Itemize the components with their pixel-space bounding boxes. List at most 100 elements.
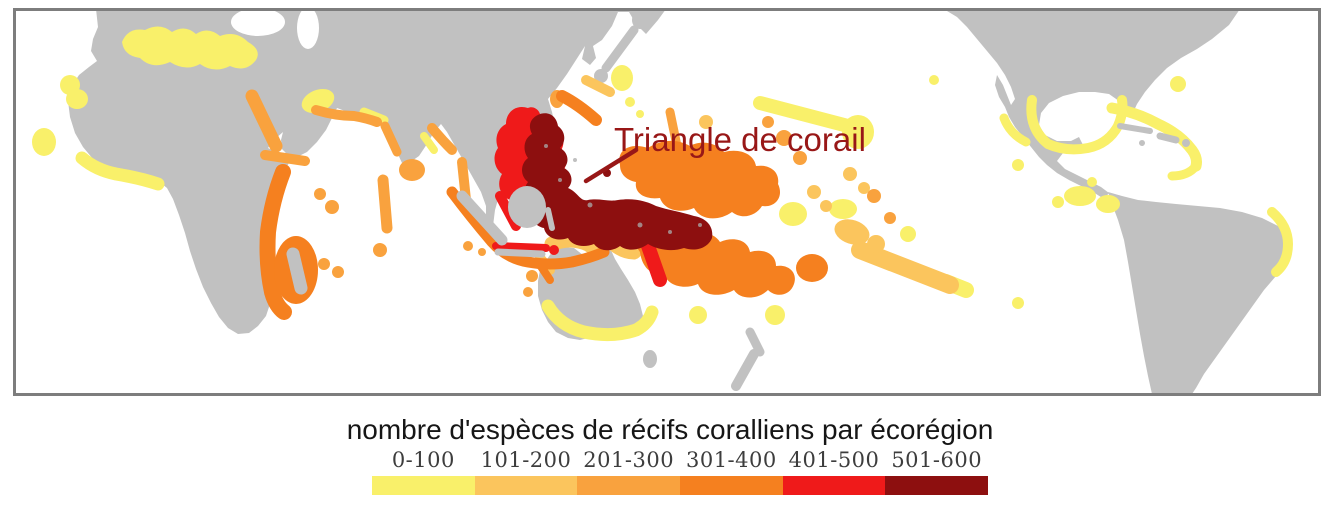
legend-bin-label: 501-600: [891, 448, 983, 472]
reef-kermadec: [765, 305, 785, 325]
land-south-america: [1108, 192, 1292, 393]
reef-pitcairn: [1012, 297, 1024, 309]
island-hispaniola: [1156, 132, 1180, 144]
reef-gulf-of-mexico: [1026, 95, 1128, 155]
land-tasmania: [643, 350, 657, 368]
reef-marshall-3: [762, 116, 774, 128]
legend-bin-labels: 0-100 101-200 201-300 301-400 401-500 50…: [372, 448, 988, 472]
reef-panama-pacific: [1064, 186, 1096, 206]
map-annotation: Triangle de corail: [583, 121, 866, 184]
reef-lord-howe: [689, 306, 707, 324]
reef-west-india: [380, 121, 402, 157]
reef-izu: [625, 97, 635, 107]
legend-swatch-501-600: [885, 476, 989, 495]
island-sumatra: [456, 190, 508, 246]
reef-shark-bay: [523, 287, 533, 297]
speckle: [544, 144, 548, 148]
annotation-label: Triangle de corail: [614, 121, 866, 158]
land-north-america: [947, 11, 1239, 199]
reef-cape-verde: [32, 128, 56, 156]
reef-east-africa: [259, 164, 292, 320]
reef-cocos: [463, 241, 473, 251]
reef-java-north: [492, 242, 550, 252]
reef-costa-rica: [1087, 177, 1097, 187]
reef-gilbert: [807, 185, 821, 199]
reef-fiji-tonga: [796, 254, 828, 282]
land-japan-hokkaido: [632, 11, 648, 29]
reef-chagos: [373, 243, 387, 257]
land-japan-honshu: [601, 25, 639, 73]
reef-venezuela: [1167, 161, 1201, 181]
reef-arabian-coast: [311, 105, 382, 127]
reef-phoenix: [820, 200, 832, 212]
reef-bali: [549, 245, 559, 255]
land-eurafrica: [68, 11, 665, 334]
legend-bin-label: 201-300: [583, 448, 675, 472]
reef-society-islands: [834, 219, 870, 245]
world-reef-map: Triangle de corail: [13, 8, 1321, 396]
black-sea: [231, 11, 285, 36]
reef-micronesia: [619, 140, 781, 219]
legend-color-bar: [372, 476, 989, 495]
reef-tokelau: [858, 182, 870, 194]
legend-swatch-401-500: [782, 476, 886, 495]
reef-northern-cooks: [829, 199, 857, 219]
reef-ryukyu: [556, 90, 602, 126]
legend-bin-label: 401-500: [788, 448, 880, 472]
reef-bengal: [427, 123, 457, 155]
reef-japan-south: [611, 65, 633, 91]
land-new-zealand-south: [731, 349, 759, 391]
island-sulawesi: [545, 207, 555, 231]
speckle: [587, 202, 593, 208]
reef-hawaii-chain: [753, 96, 855, 133]
reef-seychelles-1: [325, 200, 339, 214]
annotation-leader-line: [583, 147, 639, 184]
reef-mauritius: [318, 258, 330, 270]
reef-line-islands-2: [884, 212, 896, 224]
reef-canaries: [66, 89, 88, 109]
island-jamaica: [1139, 140, 1145, 146]
speckle: [668, 230, 672, 234]
reef-nw-australia: [534, 258, 554, 284]
reef-marianas: [665, 107, 682, 151]
reef-ningaloo: [526, 270, 538, 282]
island-borneo: [508, 186, 546, 228]
reef-revillagigedo: [1012, 159, 1024, 171]
legend-swatch-0-100: [372, 476, 475, 495]
land-japan-kyushu: [594, 69, 608, 83]
reef-galapagos: [1052, 196, 1064, 208]
islands-overlay: [286, 123, 1190, 295]
legend-swatch-101-200: [474, 476, 578, 495]
reef-johnston: [929, 75, 939, 85]
reef-gulf-of-aden: [260, 150, 310, 166]
island-cuba: [1117, 123, 1153, 134]
legend-swatch-301-400: [680, 476, 783, 495]
island-puerto-rico: [1182, 139, 1190, 147]
island-madagascar: [286, 247, 308, 295]
reef-se-india: [420, 132, 438, 154]
landmasses: [68, 11, 1292, 393]
reef-maldives: [377, 174, 393, 234]
reef-persian-gulf: [301, 88, 335, 114]
legend-swatch-201-300: [577, 476, 681, 495]
reef-brazil: [1267, 207, 1294, 277]
island-speckles: [544, 144, 702, 234]
reef-hawaii-main: [842, 115, 874, 149]
speckle: [698, 223, 702, 227]
island-java: [494, 248, 546, 258]
reef-colombia: [1096, 195, 1120, 213]
reef-mexico-pacific: [999, 113, 1031, 147]
reef-line-islands-1: [867, 189, 881, 203]
reefs-0-100: [32, 26, 1294, 342]
reef-wake: [699, 115, 713, 129]
speckle: [558, 178, 562, 182]
reef-south-australia: [541, 299, 659, 342]
reefs-201-300: [245, 89, 896, 297]
reef-seychelles-2: [314, 188, 326, 200]
reef-red-sea: [245, 89, 283, 153]
speckle: [573, 158, 577, 162]
reef-marshall-2: [793, 151, 807, 165]
reef-great-barrier: [640, 236, 667, 287]
legend-bin-label: 0-100: [391, 448, 455, 472]
caspian-sea: [297, 11, 319, 49]
